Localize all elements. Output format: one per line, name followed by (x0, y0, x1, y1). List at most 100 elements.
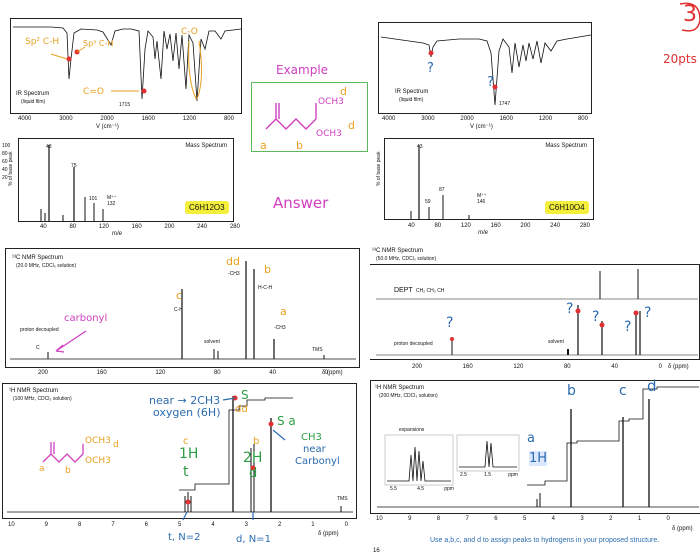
right-c13-tick: 120 (513, 364, 524, 370)
right-h1-exp-tick: 1.5 (484, 472, 492, 478)
right-h1-tick: 3 (580, 516, 584, 522)
left-h1-tick: 5 (177, 522, 182, 528)
left-ir-tick: 2000 (100, 116, 114, 122)
right-ir-ticks: 4000 3000 2000 1600 1200 800 (382, 116, 588, 123)
corner-number: 3 (683, 2, 697, 27)
right-h1-note-a: a (527, 431, 535, 446)
right-ir-tick: 800 (577, 116, 588, 122)
right-h1-tick: 1 (637, 516, 642, 522)
left-c13-tick: 160 (96, 370, 107, 376)
left-h1-note-oxygen: oxygen (6H) (153, 406, 221, 419)
right-ir-question-2: ? (487, 75, 494, 90)
right-ms-peak: 43 (417, 144, 423, 150)
left-h1-note-t: t (183, 464, 189, 480)
right-h1-note-d: d (647, 377, 657, 395)
left-c13-note-hch: H-C-H (258, 285, 273, 291)
right-ir-trace (380, 34, 592, 106)
left-ms-bars (40, 145, 104, 221)
right-h1-tick: 0 (666, 516, 670, 522)
left-ms-tick: 280 (229, 224, 240, 230)
left-h1-struct-d: d (113, 440, 119, 450)
right-h1-exp-ticks-b: 2.5 1.5 ppm (460, 472, 518, 478)
left-ms-formula: C6H12O3 (185, 201, 229, 214)
right-h1-xlabel: δ (ppm) (672, 526, 693, 532)
right-ms-tick: 80 (434, 223, 442, 229)
right-c13-question: ? (446, 315, 454, 331)
points-label: 20pts (663, 52, 697, 66)
right-ms-formula: C6H10O4 (545, 201, 589, 214)
left-h1-tick: 9 (44, 522, 49, 528)
right-h1-tick: 10 (376, 516, 383, 522)
right-ms-tick: 160 (490, 223, 501, 229)
left-ms-peak: 43 (46, 144, 52, 150)
right-ir-panel: ? ? IR Spectrum (liquid film) 1747 (378, 22, 592, 114)
example-label-a: a (260, 139, 267, 152)
left-c13-note-dd: dd (226, 255, 240, 268)
left-h1-struct-a: a (39, 464, 45, 474)
left-h1-note-near: near → 2CH3 (149, 394, 221, 407)
example-box: OCH3 OCH3 a b d d (251, 82, 368, 152)
right-h1-tick: 4 (551, 516, 555, 522)
left-h1-xlabel: δ (ppm) (318, 531, 339, 537)
left-h1-struct-och3-bottom: OCH3 (85, 456, 111, 466)
left-h1-note-carbonyl: Carbonyl (295, 456, 340, 467)
left-c13-note-b: b (264, 263, 271, 276)
left-h1-tick: 0 (344, 522, 348, 528)
left-h1-note-b: b (253, 436, 260, 447)
left-h1-panel: ¹H NMR Spectrum (100 MHz, CDCl₃ solution… (2, 383, 357, 521)
right-ir-tick: 4000 (382, 116, 396, 122)
page-number: 16 (373, 548, 380, 554)
right-ms-tick: 200 (520, 223, 531, 229)
right-ir-tick: 2000 (460, 116, 474, 122)
note-sp3: Sp³ C-H (83, 39, 114, 48)
left-c13-tick: 120 (155, 370, 166, 376)
right-c13-dept: DEPT (394, 287, 413, 294)
left-ms-ytick: 60 (2, 159, 8, 165)
right-ms-panel: Mass Spectrum 43 87 59 M⁺⁺ 146 C6H10O4 (384, 138, 594, 220)
left-ms-tick: 200 (164, 224, 175, 230)
right-h1-exp-tick: ppm (508, 472, 518, 478)
right-c13-panel: DEPT CH₂ CH₃ CH proton decoupled solvent… (370, 264, 700, 360)
example-label-b: b (296, 139, 303, 152)
right-ms-yaxis: % of base peak (376, 151, 382, 186)
left-ms-tick: 240 (197, 224, 208, 230)
right-ir-peak-label: 1747 (499, 101, 511, 107)
left-ir-trace (13, 26, 242, 102)
right-ms-peak: 59 (425, 199, 431, 205)
left-ms-yticks: 100 80 60 40 20 (2, 142, 10, 182)
left-ms-ticks: 40 80 120 160 200 240 280 (40, 224, 240, 231)
right-h1-exp-tick: ppm (444, 486, 454, 492)
left-ir-tick: 4000 (18, 116, 32, 122)
right-c13-trace (376, 269, 698, 356)
left-ms-tick: 160 (131, 224, 142, 230)
right-h1-note-b: b (567, 383, 576, 399)
right-c13-subtitle: (50.0 MHz, CDCl₃ solution) (376, 256, 437, 262)
right-c13-tick: 40 (611, 364, 618, 370)
left-c13-subtitle: (20.0 MHz, CDCl₃ solution) (16, 263, 77, 269)
right-c13-question: ? (566, 301, 574, 317)
left-h1-note-d: d (249, 466, 258, 481)
left-h1-tick: 1 (311, 522, 315, 528)
right-ms-bars (410, 145, 470, 219)
left-h1-struct-och3-top: OCH3 (85, 436, 111, 446)
right-c13-solvent: solvent (548, 339, 564, 345)
right-h1-tick: 7 (465, 516, 469, 522)
left-ir-title: IR Spectrum (16, 91, 50, 97)
example-label-d-bottom: d (348, 119, 355, 132)
left-ms-title: Mass Spectrum (185, 143, 227, 149)
right-ir-tick: 1600 (499, 116, 513, 122)
left-h1-tick: 4 (211, 522, 215, 528)
left-h1-note-dd: dd (235, 404, 248, 415)
left-ms-panel: Mass Spectrum 43 75 101 M⁺⁺ 132 C6H12O3 (18, 138, 234, 222)
left-c13-title: ¹³C NMR Spectrum (12, 255, 64, 261)
left-h1-note-s-top: S (241, 388, 249, 402)
left-ir-tick: 3000 (59, 116, 73, 122)
left-c13-ch-label: C-H (174, 307, 183, 313)
right-c13-xlabel: δ (ppm) (668, 364, 689, 370)
left-ir-xlabel: V (cm⁻¹) (96, 124, 119, 130)
right-h1-title: ¹H NMR Spectrum (375, 385, 425, 391)
right-h1-ticks: 10 9 8 7 6 5 4 3 2 1 0 (376, 516, 670, 523)
right-c13-tick: 200 (412, 364, 423, 370)
right-c13-tick: 80 (563, 364, 571, 370)
